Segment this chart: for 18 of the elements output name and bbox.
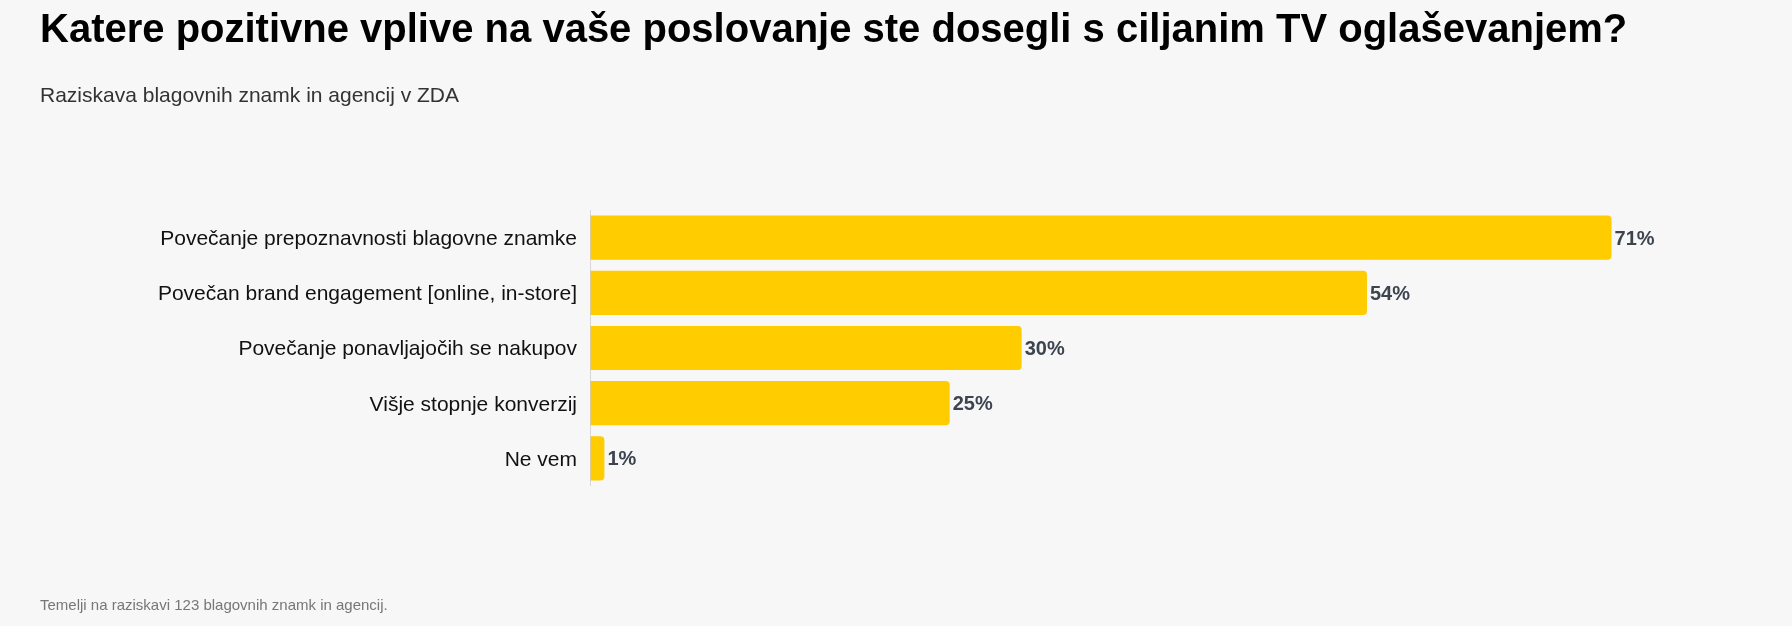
y-tick-label: Višje stopnje konverzij <box>369 391 577 415</box>
y-tick-label: Ne vem <box>504 446 577 470</box>
chart-title: Katere pozitivne vplive na vaše poslovanje ste dosegli s ciljanim TV oglaševanjem? <box>40 6 1628 50</box>
data-label: 1% <box>607 447 637 470</box>
data-label: 25% <box>952 392 993 415</box>
data-label: 71% <box>1614 226 1655 249</box>
data-label: 54% <box>1369 281 1411 304</box>
y-tick-label: Povečan brand engagement [online, in-store] <box>157 281 577 305</box>
text: Raziskava blagovnih znamk in agencij v ZDA <box>40 83 460 106</box>
data-label: 30% <box>1024 337 1065 359</box>
bar <box>590 325 1022 371</box>
bar <box>590 436 605 481</box>
y-tick-label: Povečanje ponavljajočih se nakupov <box>238 336 578 360</box>
bar <box>590 381 950 426</box>
text: Temelji na raziskavi 123 blagovnih znamk in agencij. <box>40 596 388 613</box>
y-tick-label: Povečanje prepoznavnosti blagovne znamke <box>160 225 577 249</box>
bar <box>590 270 1367 315</box>
bar <box>590 215 1612 260</box>
